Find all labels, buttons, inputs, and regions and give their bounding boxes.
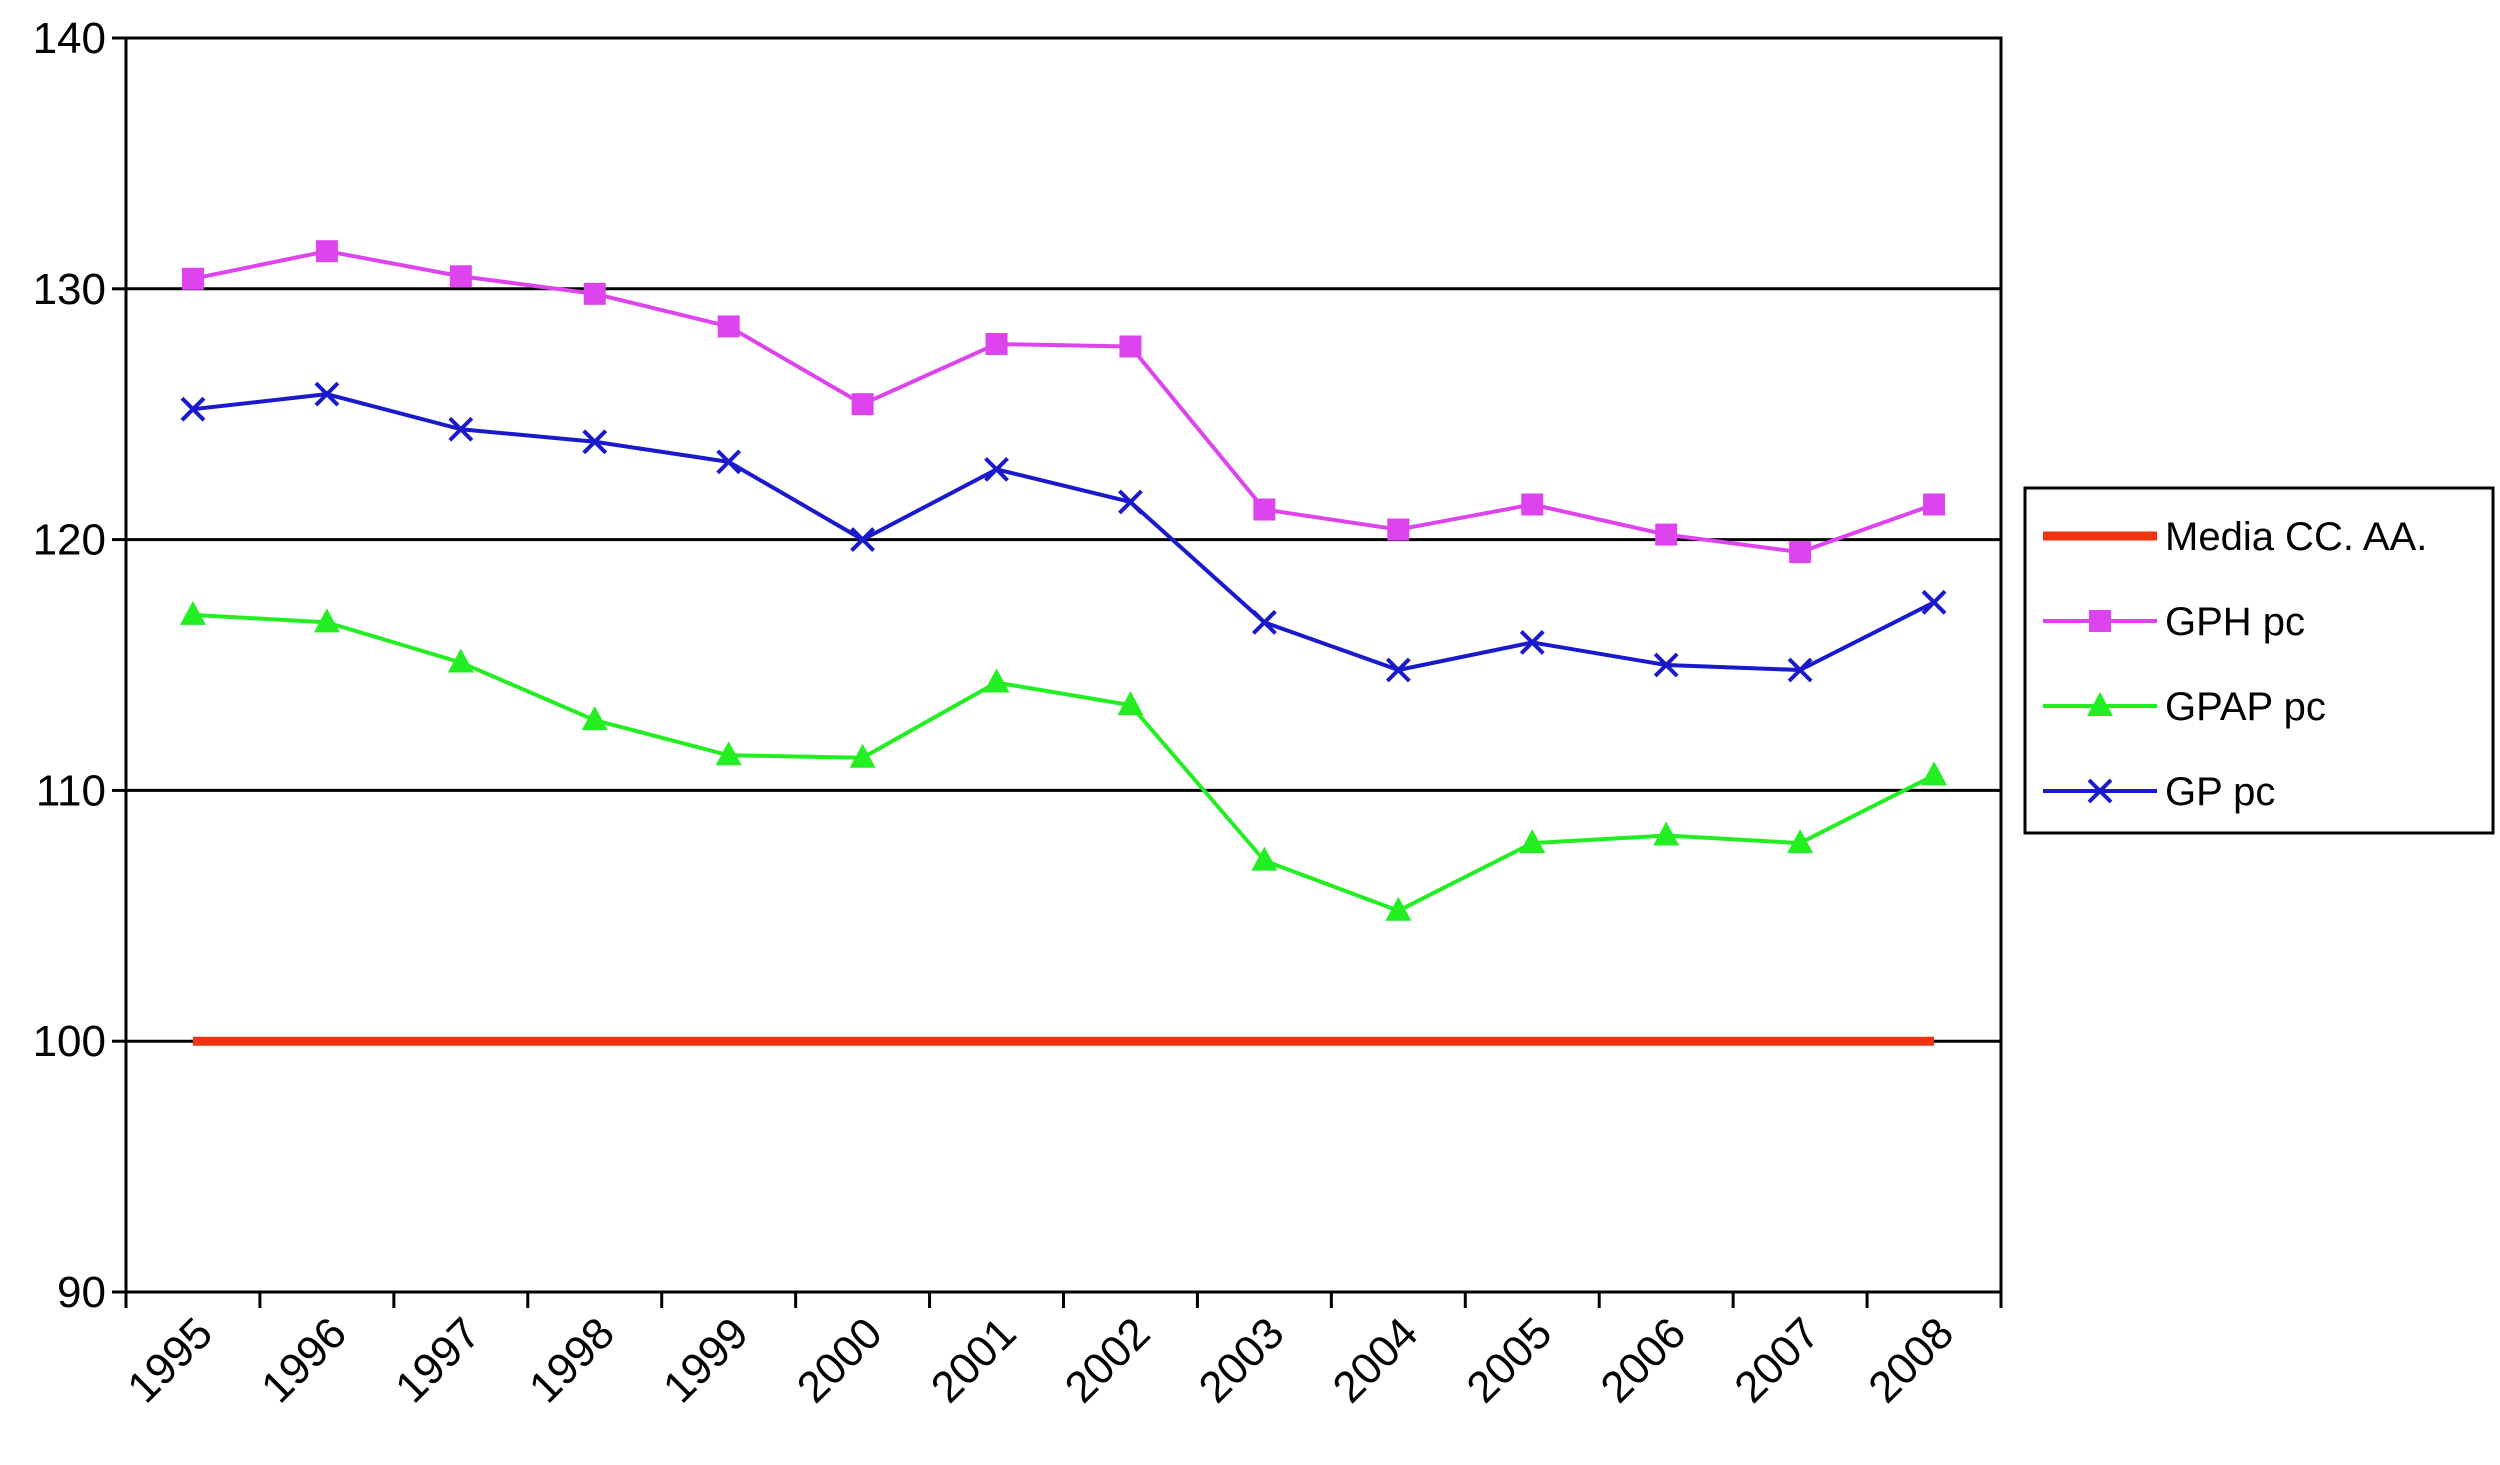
y-tick-label: 140 — [33, 14, 106, 63]
data-point-gph-pc — [1923, 493, 1946, 516]
legend-marker — [2087, 778, 2113, 804]
legend-marker — [2087, 692, 2113, 716]
y-axis-ticks: 90 100 110 120 130 140 — [33, 14, 126, 1317]
data-point-gp-pc — [1787, 657, 1813, 683]
y-tick-label: 110 — [36, 766, 106, 815]
data-point-gph-pc — [1119, 335, 1142, 358]
data-point-gp-pc — [1251, 609, 1277, 635]
x-tick-label: 2005 — [1457, 1308, 1561, 1412]
data-point-gp-pc — [1921, 589, 1947, 615]
x-tick-label: 2007 — [1725, 1308, 1829, 1412]
data-point-gpap-pc — [1251, 846, 1278, 871]
x-tick-label: 1997 — [386, 1308, 490, 1412]
data-point-gph-pc — [181, 267, 204, 290]
series-line-gp-pc — [192, 392, 1935, 673]
series-line-gph-pc — [192, 249, 1935, 555]
x-tick-label: 1996 — [252, 1308, 356, 1412]
series-line-gpap-pc — [192, 612, 1935, 913]
x-tick-label: 2003 — [1190, 1308, 1294, 1412]
y-tick-label: 130 — [33, 265, 106, 314]
data-point-gph-pc — [1253, 498, 1276, 521]
series-gpap-pc — [179, 600, 1948, 921]
data-point-gpap-pc — [1385, 896, 1412, 921]
data-point-gp-pc — [1118, 489, 1143, 515]
data-point-gp-pc — [180, 396, 206, 422]
legend-item-gph-pc: GPH pc — [2043, 600, 2305, 644]
legend-item-gpap-pc: GPAP pc — [2043, 685, 2326, 729]
x-tick-label: 2001 — [922, 1308, 1026, 1412]
data-point-gp-pc — [984, 456, 1009, 482]
data-point-gpap-pc — [715, 741, 742, 766]
legend-item-media-cc-aa: Media CC. AA. — [2043, 515, 2427, 559]
legend-marker — [2089, 610, 2111, 632]
y-tick-label: 90 — [57, 1268, 106, 1317]
data-point-gph-pc — [985, 332, 1008, 355]
y-tick-label: 100 — [33, 1017, 106, 1066]
data-point-gp-pc — [1653, 652, 1679, 678]
series-group — [179, 240, 1948, 1046]
plot-area-frame — [124, 36, 2003, 1294]
data-point-gph-pc — [717, 315, 740, 338]
data-point-gpap-pc — [447, 648, 474, 673]
series-gph-pc — [181, 240, 1946, 564]
y-tick-label: 120 — [33, 516, 106, 565]
legend-label: GPH pc — [2165, 600, 2305, 644]
data-point-gpap-pc — [1117, 691, 1144, 716]
data-point-gpap-pc — [313, 608, 340, 633]
data-point-gp-pc — [314, 381, 340, 407]
data-point-gph-pc — [583, 282, 606, 305]
data-point-gp-pc — [716, 449, 742, 475]
legend-label: Media CC. AA. — [2165, 515, 2427, 559]
legend-item-gp-pc: GP pc — [2043, 770, 2275, 814]
data-point-gph-pc — [1655, 523, 1678, 546]
legend: Media CC. AA. GPH pc GPAP pc GP pc — [2023, 486, 2495, 835]
data-point-gpap-pc — [983, 668, 1010, 693]
legend-box — [2023, 486, 2495, 835]
x-tick-label: 1998 — [520, 1308, 624, 1412]
data-point-gp-pc — [582, 429, 608, 455]
data-point-gp-pc — [1519, 630, 1545, 655]
data-point-gpap-pc — [1519, 829, 1546, 854]
data-point-gp-pc — [850, 527, 876, 553]
data-point-gpap-pc — [1921, 761, 1948, 786]
data-point-gp-pc — [448, 416, 474, 442]
x-tick-label: 1999 — [654, 1308, 758, 1412]
data-point-gpap-pc — [1653, 821, 1680, 846]
data-point-gpap-pc — [849, 743, 876, 768]
x-tick-label: 1995 — [118, 1308, 222, 1412]
data-point-gph-pc — [1789, 541, 1812, 564]
series-gp-pc — [180, 381, 1947, 683]
x-tick-label: 2002 — [1056, 1308, 1160, 1412]
grid-lines — [126, 287, 2001, 1043]
data-point-gph-pc — [1387, 518, 1410, 541]
legend-label: GPAP pc — [2165, 685, 2326, 729]
x-tick-label: 2008 — [1859, 1308, 1963, 1412]
data-point-gph-pc — [449, 265, 472, 288]
data-point-gph-pc — [315, 240, 338, 263]
x-axis-ticks: 1995 1996 1997 1998 1999 2000 2001 2002 2003 2004… — [118, 1292, 2003, 1412]
x-tick-label: 2000 — [788, 1308, 892, 1412]
data-point-gph-pc — [851, 393, 874, 416]
data-point-gpap-pc — [581, 706, 608, 731]
legend-label: GP pc — [2165, 770, 2275, 814]
data-point-gp-pc — [1385, 657, 1411, 683]
data-point-gph-pc — [1521, 493, 1544, 516]
x-tick-label: 2004 — [1324, 1308, 1428, 1412]
data-point-gpap-pc — [1787, 829, 1814, 854]
data-point-gpap-pc — [179, 600, 206, 625]
x-tick-label: 2006 — [1591, 1308, 1695, 1412]
